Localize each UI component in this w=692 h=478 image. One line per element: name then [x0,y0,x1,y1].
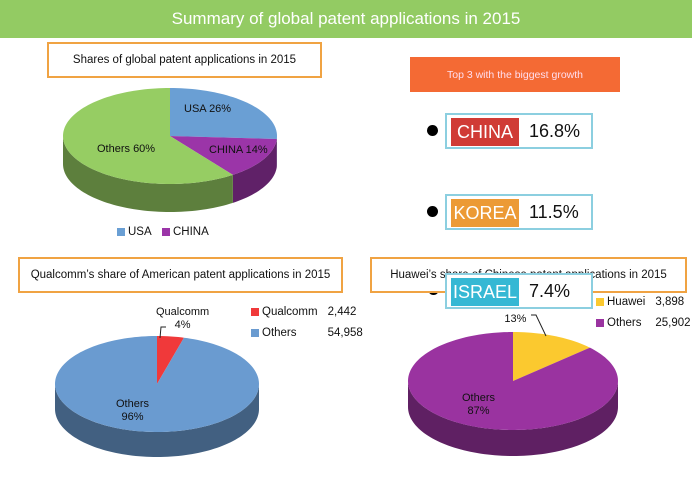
legend-qualcomm: Qualcomm [251,306,318,318]
legend-swatch [117,228,125,236]
legend-label: USA [128,226,152,238]
slice-percent: 13% [504,313,527,325]
huawei-share-pie [408,314,618,456]
slice-percent: 96% [121,411,144,423]
legend-usa: USA [117,226,152,238]
slice-name: Others [462,392,496,404]
chart2-title: Qualcomm’s share of American patent appl… [18,257,343,293]
growth-value: 7.4% [529,281,571,301]
legend-label: Huawei [607,296,646,308]
qualcomm-chart-legend: Qualcomm 2,442 Others 54,958 [251,306,363,339]
china-slice-label: CHINA 14% [209,144,268,156]
slice-others [408,332,618,430]
legend-value: 25,902 [655,317,691,329]
chart1-title: Shares of global patent applications in … [47,42,322,78]
legend-label: Qualcomm [262,306,318,318]
legend-label: Others [607,317,642,329]
legend-swatch [162,228,170,236]
legend-swatch [596,298,604,306]
legend-value: 2,442 [327,306,357,318]
qualcomm-slice-label: Qualcomm 4% [156,306,209,332]
country-badge: CHINA [451,118,519,146]
legend-label: CHINA [173,226,209,238]
huawei-chart-legend: Huawei 3,898 Others 25,902 [596,296,691,329]
slice-side-others [408,381,618,456]
usa-slice-label: USA 26% [184,103,232,115]
bullet-icon [427,206,438,217]
growth-item-israel: ISRAEL 7.4% [445,273,593,309]
page-title: Summary of global patent applications in… [0,0,692,38]
slice-side-others [55,384,259,457]
legend-swatch [596,319,604,327]
growth-value: 16.8% [529,121,581,141]
slice-huawei [513,332,590,381]
qualcomm-share-pie [55,326,259,457]
legend-value: 3,898 [655,296,685,308]
slice-percent: 4% [174,319,191,331]
others-slice-label: Others 60% [97,143,156,155]
bullet-icon [427,125,438,136]
legend-huawei: Huawei [596,296,645,308]
legend-swatch [251,308,259,316]
legend-label: Others [262,327,297,339]
country-badge: KOREA [451,199,519,227]
growth-value: 11.5% [529,202,579,222]
slice-name: Qualcomm [156,306,210,318]
slice-name: Others [116,398,150,410]
growth-item-china: CHINA 16.8% [445,113,593,149]
legend-swatch [251,329,259,337]
slice-percent: 87% [467,405,490,417]
legend-others: Others [596,317,645,329]
legend-value: 54,958 [327,327,363,339]
others-slice-label: Others 96% [116,398,149,424]
growth-title: Top 3 with the biggest growth [410,57,620,92]
growth-item-korea: KOREA 11.5% [445,194,593,230]
legend-china: CHINA [162,226,209,238]
legend-others: Others [251,327,318,339]
others-slice-label: Others 87% [462,392,495,418]
country-badge: ISRAEL [451,278,519,306]
slice-others [55,336,259,432]
slice-qualcomm [157,336,184,384]
